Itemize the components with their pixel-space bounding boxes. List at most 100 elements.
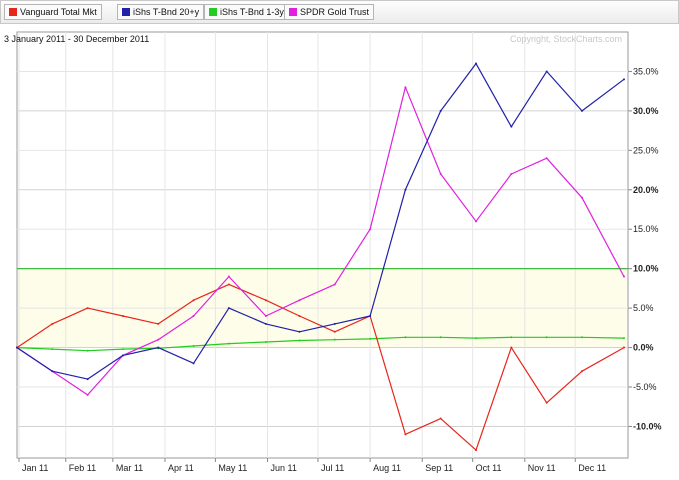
data-point (475, 449, 478, 452)
data-point (404, 188, 407, 191)
data-point (157, 322, 160, 325)
x-tick-label: Apr 11 (168, 463, 194, 473)
data-point (439, 109, 442, 112)
x-axis: Jan 11 Feb 11 Mar 11 Apr 11 May 11 Jun 11 Jul … (18, 458, 606, 473)
series-line-0 (16, 283, 625, 451)
series-group (16, 62, 625, 452)
data-point (545, 70, 548, 73)
y-tick-label: 30.0% (633, 106, 659, 116)
data-point (333, 322, 336, 325)
data-point (623, 78, 625, 81)
data-point (475, 220, 478, 223)
legend-label-vanguard: Vanguard Total Mkt (20, 7, 97, 17)
data-point (192, 362, 195, 365)
y-tick-label: 35.0% (633, 66, 659, 76)
copyright: Copyright, StockCharts.com (510, 34, 622, 44)
series-line-1 (16, 62, 625, 380)
data-point (51, 348, 54, 351)
x-tick-label: Dec 11 (578, 463, 606, 473)
x-tick-label: May 11 (218, 463, 247, 473)
data-point (369, 315, 372, 317)
data-point (264, 341, 267, 344)
legend-swatch-gold (289, 8, 297, 16)
x-tick-label: Jun 11 (271, 463, 297, 473)
series-line-2 (16, 336, 625, 352)
data-point (333, 330, 336, 333)
date-range: 3 January 2011 - 30 December 2011 (4, 34, 149, 44)
legend-label-tbnd-20y: iShs T-Bnd 20+y (133, 7, 200, 17)
data-point (192, 344, 195, 347)
y-axis: 35.0% 30.0% 25.0% 20.0% 15.0% 10.0% 5.0% 0.0% -5… (628, 66, 662, 431)
data-point (404, 86, 407, 89)
data-point (86, 307, 89, 310)
x-tick-label: Jan 11 (22, 463, 48, 473)
y-tick-label: -5.0% (633, 382, 657, 392)
data-point (157, 346, 160, 349)
data-point (16, 346, 18, 349)
data-point (227, 307, 230, 310)
data-point (404, 336, 407, 339)
legend-item-tbnd-1-3y[interactable]: iShs T-Bnd 1-3y (204, 4, 289, 20)
data-point (333, 283, 336, 286)
data-point (264, 315, 267, 317)
data-point (623, 275, 625, 278)
data-point (157, 338, 160, 341)
data-point (439, 336, 442, 339)
legend-item-gold[interactable]: SPDR Gold Trust (284, 4, 375, 20)
data-point (404, 433, 407, 436)
legend-label-gold: SPDR Gold Trust (300, 7, 370, 17)
x-tick-label: Jul 11 (321, 463, 344, 473)
data-point (623, 346, 625, 349)
x-tick-label: Mar 11 (116, 463, 143, 473)
data-point (545, 336, 548, 339)
x-tick-label: Aug 11 (373, 463, 401, 473)
data-point (510, 336, 513, 339)
legend-item-vanguard[interactable]: Vanguard Total Mkt (4, 4, 102, 20)
data-point (580, 109, 583, 112)
plot-frame (16, 31, 629, 459)
legend-swatch-vanguard (9, 8, 17, 16)
data-point (623, 337, 625, 340)
data-point (510, 173, 513, 175)
data-point (227, 275, 230, 278)
legend-item-tbnd-20y[interactable]: iShs T-Bnd 20+y (117, 4, 205, 20)
data-point (439, 417, 442, 420)
data-point (264, 299, 267, 302)
data-point (369, 337, 372, 340)
x-tick-label: Feb 11 (69, 463, 96, 473)
y-tick-label: 25.0% (633, 145, 659, 155)
x-tick-label: Sep 11 (425, 463, 453, 473)
data-point (298, 299, 301, 302)
data-point (439, 173, 442, 175)
data-point (192, 299, 195, 302)
data-point (86, 378, 89, 381)
data-point (510, 346, 513, 349)
data-point (227, 283, 230, 286)
y-tick-label: 10.0% (633, 264, 659, 274)
data-point (86, 349, 89, 352)
y-tick-label: 5.0% (633, 303, 654, 313)
y-tick-label: 0.0% (633, 343, 654, 353)
data-point (298, 315, 301, 317)
data-point (51, 370, 54, 373)
data-point (580, 196, 583, 199)
data-point (51, 322, 54, 325)
data-point (333, 338, 336, 341)
legend-label-tbnd-1-3y: iShs T-Bnd 1-3y (220, 7, 284, 17)
y-tick-label: -10.0% (633, 421, 662, 431)
y-tick-label: 20.0% (633, 185, 659, 195)
grid (17, 32, 628, 458)
data-point (298, 339, 301, 342)
data-point (580, 336, 583, 339)
data-point (227, 342, 230, 345)
data-point (580, 370, 583, 373)
data-point (121, 315, 124, 317)
data-point (369, 228, 372, 231)
chart-area: 35.0% 30.0% 25.0% 20.0% 15.0% 10.0% 5.0% 0.0% -5… (4, 31, 662, 473)
legend: Vanguard Total Mkt iShs T-Bnd 20+y iShs … (0, 0, 679, 24)
data-point (545, 157, 548, 160)
data-point (510, 125, 513, 128)
y-tick-label: 15.0% (633, 224, 659, 234)
data-point (298, 330, 301, 333)
data-point (192, 315, 195, 317)
